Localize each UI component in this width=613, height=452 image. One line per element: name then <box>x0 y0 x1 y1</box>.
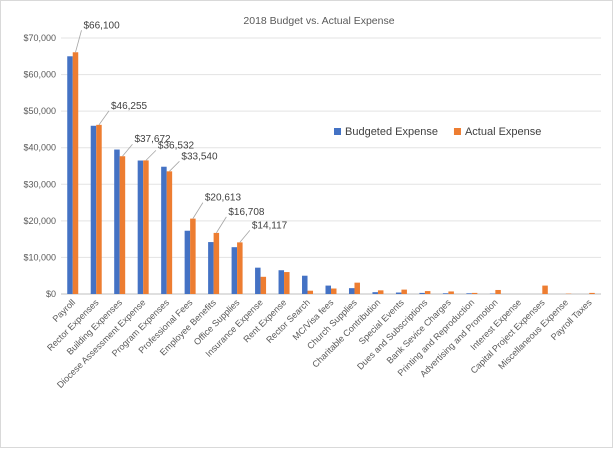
budgeted-bar-2 <box>114 150 120 294</box>
budgeted-bar-10 <box>302 276 308 294</box>
data-label-leader <box>122 144 132 156</box>
actual-bar-3 <box>143 160 149 294</box>
budgeted-bar-13 <box>372 292 378 294</box>
data-label-leader <box>240 230 250 242</box>
budgeted-bar-0 <box>67 56 73 294</box>
y-tick-label: $0 <box>46 289 56 299</box>
actual-bar-5 <box>190 219 196 294</box>
data-label-leader <box>99 111 109 125</box>
data-label-6: $16,708 <box>228 207 265 218</box>
budgeted-bar-11 <box>326 286 332 294</box>
budgeted-bar-15 <box>419 293 425 294</box>
y-tick-label: $40,000 <box>23 143 56 153</box>
y-tick-label: $20,000 <box>23 216 56 226</box>
actual-bar-10 <box>308 291 314 294</box>
chart-title: 2018 Budget vs. Actual Expense <box>243 15 394 27</box>
actual-bar-15 <box>425 291 431 294</box>
legend: Budgeted Expense Actual Expense <box>334 126 541 138</box>
data-label-leader <box>146 150 156 160</box>
data-label-5: $20,613 <box>205 193 242 204</box>
y-tick-label: $10,000 <box>23 252 56 262</box>
data-label-4: $33,540 <box>181 151 218 162</box>
actual-bar-12 <box>354 283 360 294</box>
y-tick-label: $70,000 <box>23 33 56 43</box>
legend-label: Budgeted Expense <box>345 126 438 138</box>
data-label-7: $14,117 <box>252 220 288 231</box>
budgeted-bar-6 <box>208 242 214 294</box>
data-label-0: $66,100 <box>83 20 120 31</box>
budgeted-bar-17 <box>466 293 472 294</box>
budgeted-bar-14 <box>396 293 402 294</box>
legend-label: Actual Expense <box>465 126 541 138</box>
data-label-leader <box>169 161 179 171</box>
actual-bar-16 <box>448 291 454 294</box>
actual-bar-13 <box>378 290 384 294</box>
actual-bar-9 <box>284 272 290 294</box>
budgeted-bar-7 <box>232 247 238 294</box>
data-label-leader <box>216 217 226 233</box>
data-label-leader <box>75 30 81 52</box>
budgeted-bar-3 <box>138 161 144 294</box>
budgeted-bar-1 <box>91 126 97 294</box>
y-axis-tick-labels: $0 $10,000 $20,000 $30,000 $40,000 $50,000 $60… <box>23 33 56 299</box>
data-label-1: $46,255 <box>111 101 148 112</box>
actual-bar-11 <box>331 289 337 294</box>
budgeted-bar-5 <box>185 231 191 294</box>
actual-bar-20 <box>542 286 548 294</box>
actual-bar-4 <box>167 171 173 294</box>
y-tick-label: $60,000 <box>23 70 56 80</box>
data-labels: $66,100$46,255$37,672$36,532$33,540$20,6… <box>75 20 287 242</box>
actual-bar-8 <box>261 277 267 294</box>
actual-bar-22 <box>589 293 595 294</box>
actual-bar-14 <box>401 290 407 294</box>
budgeted-bar-4 <box>161 167 167 294</box>
actual-bar-18 <box>495 290 501 294</box>
actual-bar-0 <box>73 52 79 294</box>
budgeted-bar-16 <box>443 293 449 294</box>
budgeted-bar-12 <box>349 288 355 294</box>
actual-bar-7 <box>237 242 243 294</box>
budgeted-bar-9 <box>279 270 285 294</box>
actual-bar-6 <box>214 233 220 294</box>
y-tick-label: $50,000 <box>23 106 56 116</box>
data-label-leader <box>193 203 203 219</box>
actual-bar-2 <box>120 156 126 294</box>
y-tick-label: $30,000 <box>23 179 56 189</box>
budgeted-bar-8 <box>255 268 261 294</box>
data-label-3: $36,532 <box>158 140 195 151</box>
legend-swatch <box>334 128 341 135</box>
actual-bar-17 <box>472 293 478 294</box>
legend-swatch <box>454 128 461 135</box>
actual-bar-1 <box>96 125 102 294</box>
